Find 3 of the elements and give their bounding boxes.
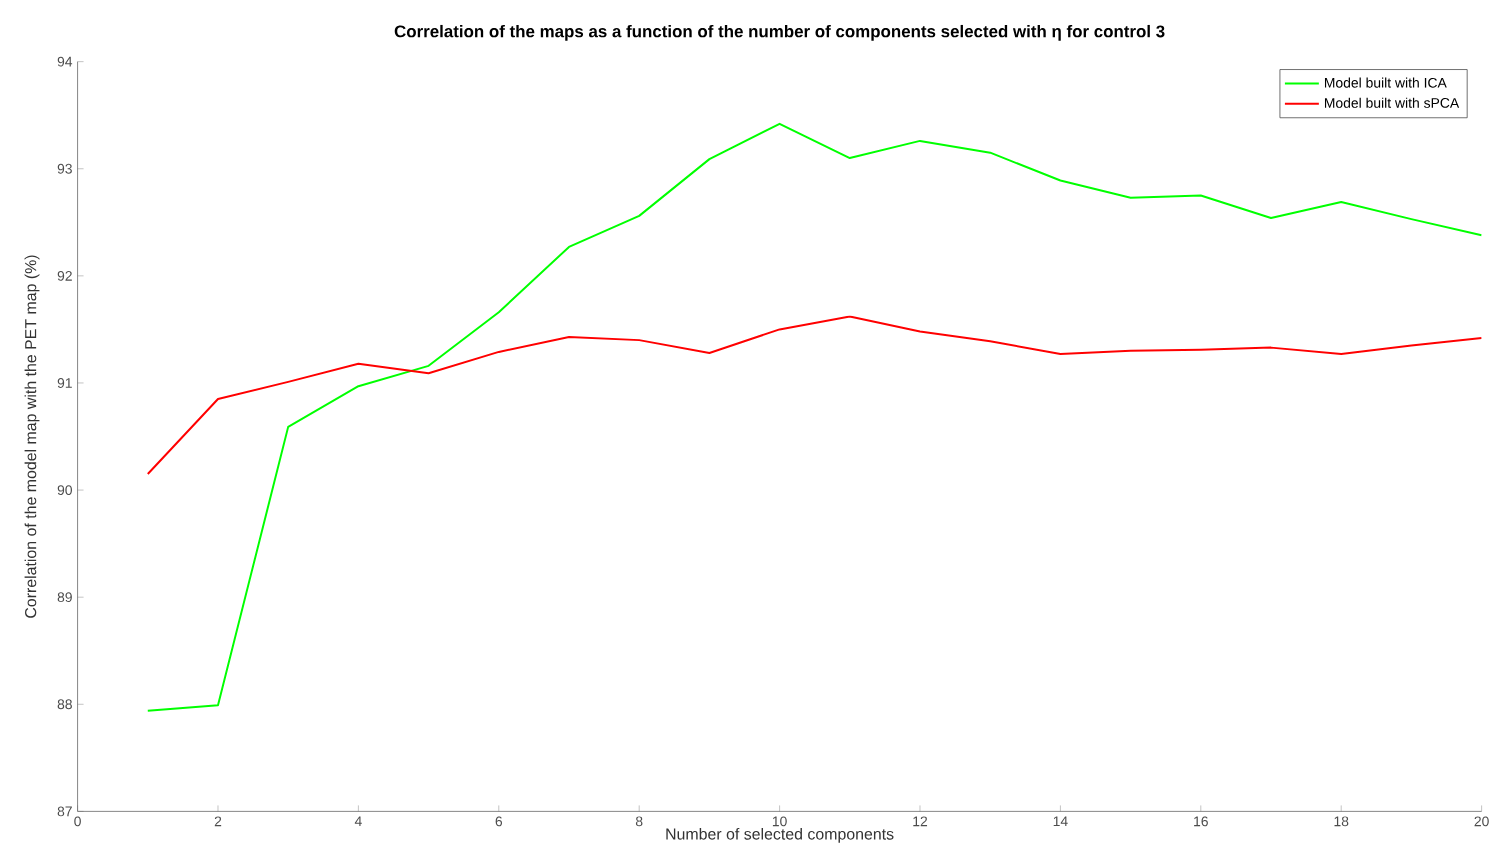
line-series <box>146 316 1482 476</box>
line-series <box>146 123 1482 713</box>
chart-title: Correlation of the maps as a function of the number of components selected with η for control 3 <box>394 25 1165 42</box>
